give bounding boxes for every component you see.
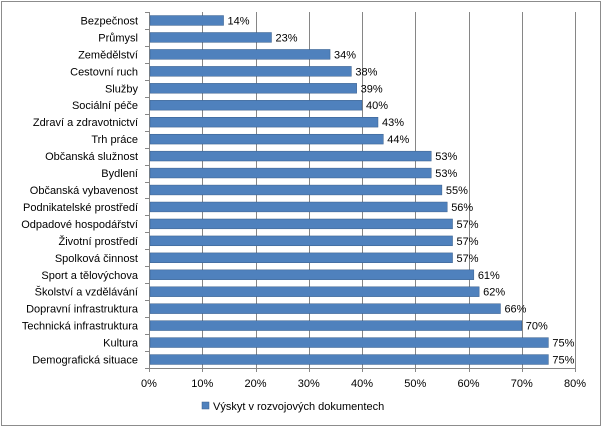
- data-label: 57%: [457, 219, 479, 231]
- data-label: 75%: [552, 355, 574, 367]
- x-tick-label: 20%: [244, 378, 266, 390]
- bar: [149, 286, 480, 297]
- category-label: Trh práce: [91, 134, 138, 146]
- data-label: 34%: [334, 49, 356, 61]
- category-label: Dopravní infrastruktura: [26, 304, 139, 316]
- category-label: Kultura: [103, 338, 139, 350]
- bar: [149, 235, 453, 247]
- data-label: 70%: [526, 321, 548, 333]
- data-label: 56%: [451, 202, 473, 214]
- bar: [149, 100, 363, 111]
- bar: [149, 303, 501, 314]
- x-tick-label: 60%: [457, 378, 479, 390]
- x-tick-label: 0%: [141, 378, 157, 390]
- data-label: 14%: [228, 15, 250, 27]
- data-label: 55%: [446, 185, 468, 197]
- x-tick-label: 50%: [404, 378, 426, 390]
- data-label: 43%: [382, 117, 404, 129]
- category-label: Cestovní ruch: [70, 66, 138, 78]
- bar: [149, 49, 331, 60]
- bar: [149, 83, 357, 94]
- category-label: Životní prostředí: [59, 235, 138, 248]
- data-label: 57%: [457, 253, 479, 265]
- category-label: Spolková činnost: [55, 253, 138, 265]
- data-label: 66%: [504, 304, 526, 316]
- bar: [149, 15, 224, 26]
- bar: [149, 201, 448, 213]
- category-label: Sociální péče: [72, 100, 138, 112]
- x-tick-label: 80%: [564, 378, 586, 390]
- data-label: 44%: [387, 134, 409, 146]
- category-label: Občanská služnost: [45, 151, 138, 163]
- data-label: 39%: [361, 83, 383, 95]
- bar: [149, 337, 549, 348]
- bar: [149, 184, 443, 196]
- data-label: 62%: [483, 287, 505, 299]
- x-tick-label: 30%: [298, 378, 320, 390]
- legend-label: Výskyt v rozvojových dokumentech: [213, 401, 384, 413]
- bar: [149, 66, 352, 77]
- bar: [149, 117, 379, 128]
- bar: [149, 252, 453, 263]
- category-label: Bezpečnost: [81, 15, 138, 27]
- category-label: Služby: [105, 83, 139, 95]
- category-label: Školství a vzdělávání: [35, 286, 138, 299]
- data-label: 40%: [366, 100, 388, 112]
- data-label: 53%: [435, 151, 457, 163]
- data-label: 75%: [552, 338, 574, 350]
- x-tick-label: 70%: [511, 378, 533, 390]
- data-label: 23%: [275, 32, 297, 44]
- category-label: Zdraví a zdravotnictví: [33, 117, 138, 129]
- data-label: 61%: [478, 270, 500, 282]
- bar: [149, 133, 384, 145]
- category-label: Sport a tělovýchova: [41, 270, 138, 282]
- bar: [149, 150, 432, 162]
- bar: [149, 269, 475, 280]
- bar: [149, 218, 453, 230]
- bar: [149, 320, 522, 331]
- x-tick-label: 10%: [191, 378, 213, 390]
- category-label: Demografická situace: [32, 355, 138, 367]
- data-label: 53%: [435, 168, 457, 180]
- category-label: Technická infrastruktura: [22, 321, 139, 333]
- category-label: Odpadové hospodářství: [21, 219, 138, 231]
- bar: [149, 354, 549, 365]
- data-label: 57%: [457, 236, 479, 248]
- bar: [149, 32, 272, 43]
- category-label: Bydlení: [101, 168, 138, 180]
- bar: [149, 167, 432, 179]
- category-label: Zemědělství: [78, 49, 138, 61]
- data-label: 38%: [355, 66, 377, 78]
- category-label: Průmysl: [98, 32, 138, 44]
- legend-swatch: [201, 401, 210, 410]
- category-label: Podnikatelské prostředí: [23, 202, 138, 214]
- category-label: Občanská vybavenost: [30, 185, 138, 197]
- x-tick-label: 40%: [351, 378, 373, 390]
